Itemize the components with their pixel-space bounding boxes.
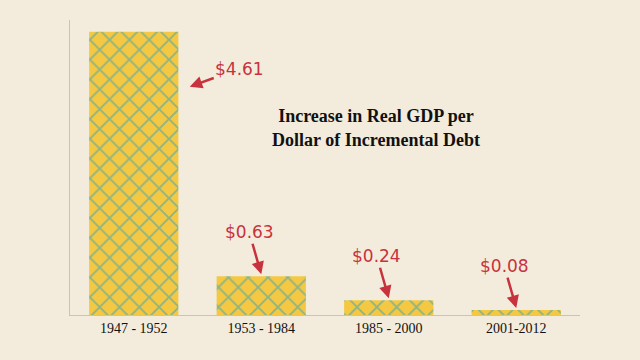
svg-text:$0.08: $0.08	[480, 256, 529, 276]
svg-text:$4.61: $4.61	[215, 59, 264, 79]
svg-text:$0.63: $0.63	[225, 222, 274, 242]
svg-text:2001-2012: 2001-2012	[486, 321, 547, 336]
svg-text:$0.24: $0.24	[352, 246, 401, 266]
svg-text:1985 - 2000: 1985 - 2000	[355, 321, 423, 336]
svg-text:1947 - 1952: 1947 - 1952	[100, 321, 168, 336]
svg-text:Increase in Real GDP perDollar: Increase in Real GDP perDollar of Increm…	[272, 106, 480, 149]
svg-text:1953 - 1984: 1953 - 1984	[227, 321, 295, 336]
